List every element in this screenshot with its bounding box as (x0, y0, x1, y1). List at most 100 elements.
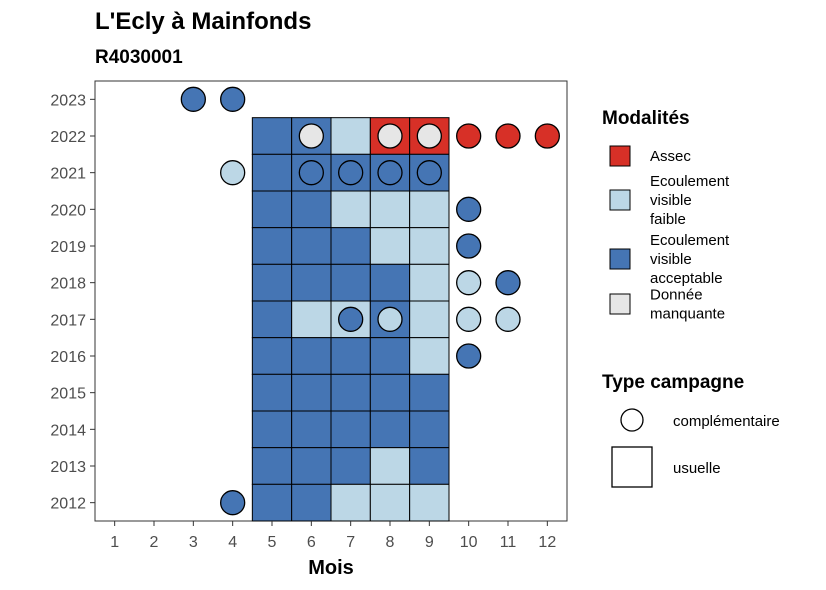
tile-2017-6 (291, 300, 332, 339)
y-tick-label-2012: 2012 (50, 496, 86, 513)
y-tick-label-2014: 2014 (50, 422, 86, 439)
legend-label-manquante-0: Donnée (650, 287, 703, 304)
tile-2017-9 (409, 300, 450, 339)
tile-2015-5 (251, 373, 293, 412)
tile-2014-8 (369, 410, 411, 449)
x-tick-label-11: 11 (500, 534, 517, 551)
tile-2018-9 (409, 263, 450, 302)
y-tick-label-2017: 2017 (50, 312, 86, 329)
point-2022-11 (495, 123, 521, 149)
tile-2020-8 (369, 190, 411, 229)
legend-title-modalites: Modalités (602, 108, 690, 129)
x-tick-label-2: 2 (150, 534, 159, 551)
point-2021-9 (416, 160, 442, 186)
tile-2016-7 (330, 337, 371, 375)
tile-2014-9 (409, 410, 450, 449)
tile-2022-7 (330, 117, 371, 155)
x-tick-label-7: 7 (346, 534, 355, 551)
tile-2012-5 (251, 483, 293, 522)
y-tick-label-2013: 2013 (50, 459, 86, 476)
point-2017-11 (495, 306, 521, 332)
point-2023-3 (180, 86, 206, 112)
tile-2012-7 (330, 483, 371, 522)
point-2021-4 (220, 160, 246, 186)
point-2022-10 (456, 123, 482, 149)
legend-key-faible (609, 189, 631, 211)
x-tick-label-6: 6 (307, 534, 316, 551)
point-2022-6 (298, 123, 324, 149)
legend-key-manquante (609, 293, 631, 315)
point-2022-9 (416, 123, 442, 149)
y-tick-label-2021: 2021 (50, 166, 86, 183)
legend-label-faible-1: visible (650, 192, 692, 209)
x-tick-label-9: 9 (425, 534, 434, 551)
point-2021-6 (298, 160, 324, 186)
legend-label-assec-0: Assec (650, 148, 691, 165)
tile-2015-6 (291, 373, 332, 412)
x-tick-label-4: 4 (228, 534, 237, 551)
tile-2015-9 (409, 373, 450, 412)
point-2022-8 (377, 123, 403, 149)
tile-2012-6 (291, 483, 332, 522)
point-2016-10 (456, 343, 482, 369)
legend-label-usuelle: usuelle (673, 460, 721, 477)
tile-2016-5 (251, 337, 293, 375)
tile-2018-7 (330, 263, 371, 302)
tile-2021-5 (251, 153, 293, 192)
x-tick-label-3: 3 (189, 534, 198, 551)
x-tick-label-10: 10 (460, 534, 478, 551)
tile-2019-9 (409, 227, 450, 265)
tile-2013-5 (251, 447, 293, 485)
point-2012-4 (220, 490, 246, 516)
tile-2018-6 (291, 263, 332, 302)
x-axis: 1 2 3 4 5 6 7 8 9 10 11 12 (110, 521, 556, 551)
tile-2015-8 (369, 373, 411, 412)
legend-key-complementaire (620, 408, 644, 432)
legend-title-campagne: Type campagne (602, 372, 744, 393)
tile-2012-9 (409, 483, 450, 522)
legend-label-acceptable-1: visible (650, 251, 692, 268)
tile-2013-7 (330, 447, 371, 485)
point-2018-10 (456, 270, 482, 296)
point-2017-8 (377, 306, 403, 332)
legend-key-usuelle (611, 446, 653, 488)
tile-2013-9 (409, 447, 450, 485)
tile-2013-8 (369, 447, 411, 485)
tile-2022-5 (251, 117, 293, 155)
chart-title: L'Ecly à Mainfonds (95, 8, 311, 35)
point-2020-10 (456, 196, 482, 222)
point-2023-4 (220, 86, 246, 112)
tile-2016-8 (369, 337, 411, 375)
tile-2019-6 (291, 227, 332, 265)
y-tick-label-2018: 2018 (50, 276, 86, 293)
tile-2014-5 (251, 410, 293, 449)
tile-2020-7 (330, 190, 371, 229)
legend-label-faible-2: faible (650, 211, 686, 228)
y-tick-label-2019: 2019 (50, 239, 86, 256)
tile-2017-5 (251, 300, 293, 339)
tile-2016-6 (291, 337, 332, 375)
tile-2020-6 (291, 190, 332, 229)
legend-key-assec (609, 145, 631, 167)
point-2019-10 (456, 233, 482, 259)
y-tick-label-2016: 2016 (50, 349, 86, 366)
tile-2020-5 (251, 190, 293, 229)
tile-2020-9 (409, 190, 450, 229)
point-2021-7 (338, 160, 364, 186)
x-tick-label-5: 5 (268, 534, 277, 551)
tile-2019-5 (251, 227, 293, 265)
x-tick-label-12: 12 (538, 534, 556, 551)
legend-key-acceptable (609, 248, 631, 270)
tile-2014-6 (291, 410, 332, 449)
tile-2019-7 (330, 227, 371, 265)
x-tick-label-1: 1 (110, 534, 119, 551)
tile-2013-6 (291, 447, 332, 485)
complementaire-points (180, 86, 560, 516)
y-tick-label-2020: 2020 (50, 202, 86, 219)
tile-2018-5 (251, 263, 293, 302)
legend-label-manquante-1: manquante (650, 306, 725, 323)
tile-2018-8 (369, 263, 411, 302)
legend: Modalités Assec Ecoulement visible faible Ec… (602, 108, 780, 488)
point-2021-8 (377, 160, 403, 186)
